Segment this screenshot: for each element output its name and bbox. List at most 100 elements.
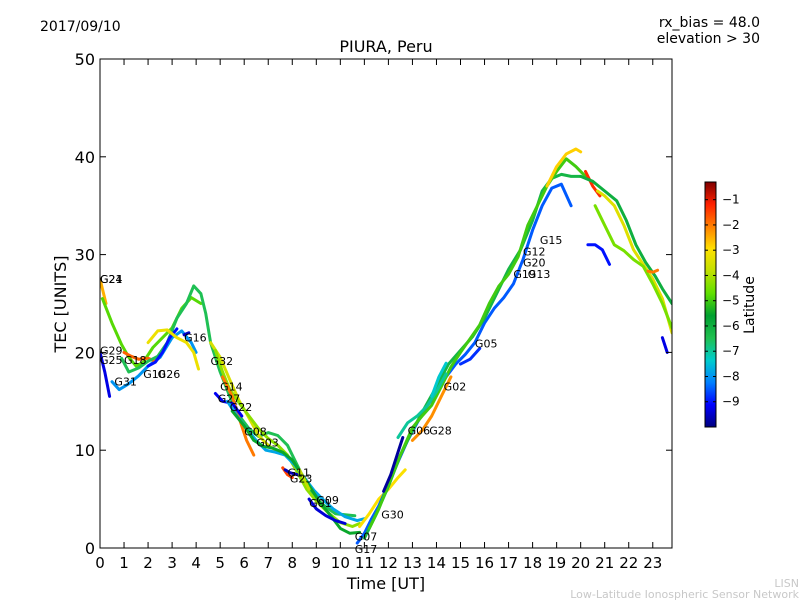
- satellite-label-g31: G31: [114, 376, 137, 389]
- satellite-label-g06: G06: [408, 425, 431, 438]
- elevation-label: elevation > 30: [657, 31, 760, 47]
- x-tick-label: 22: [619, 554, 638, 572]
- x-tick-label: 1: [119, 554, 129, 572]
- satellite-label-g30: G30: [381, 509, 404, 522]
- x-tick-label: 14: [427, 554, 446, 572]
- y-axis-label: TEC [UNITS]: [51, 256, 70, 354]
- tec-series-10: [213, 348, 362, 528]
- colorbar-tick-label: −1: [722, 193, 740, 207]
- satellite-label-g28: G28: [429, 425, 452, 438]
- satellite-label-g13: G13: [528, 268, 551, 281]
- tec-series-34: [646, 268, 660, 274]
- tec-series-17: [298, 468, 311, 491]
- satellite-label-g26: G26: [158, 368, 181, 381]
- tec-series-14: [230, 409, 362, 535]
- satellite-label-g18: G18: [124, 354, 147, 367]
- chart-title: PIURA, Peru: [339, 37, 432, 56]
- satellite-label-g05: G05: [475, 338, 498, 351]
- colorbar: [704, 181, 717, 428]
- x-tick-label: 9: [312, 554, 322, 572]
- satellite-label-g21: G21: [100, 273, 123, 286]
- plot-frame: [99, 58, 673, 549]
- satellite-label-g27: G27: [218, 392, 241, 405]
- tec-series-35: [660, 336, 669, 354]
- x-tick-label: 21: [595, 554, 614, 572]
- x-tick-label: 8: [287, 554, 297, 572]
- tec-series-0: [100, 277, 108, 305]
- x-tick-label: 19: [547, 554, 566, 572]
- colorbar-tick-label: −4: [722, 268, 740, 282]
- date-label: 2017/09/10: [40, 19, 121, 35]
- x-tick-label: 10: [331, 554, 350, 572]
- tec-series-26: [430, 361, 448, 398]
- y-tick-label: 40: [75, 148, 95, 167]
- x-tick-label: 5: [215, 554, 225, 572]
- x-tick-label: 4: [191, 554, 201, 572]
- tec-series-24: [396, 372, 448, 439]
- colorbar-tick-label: −7: [722, 344, 740, 358]
- x-axis-ticks: 0 1 2 3 4 5 6 7 8 9 10 11 12 13 14 15 16 17 18 19 20 21 22 23: [95, 59, 662, 572]
- tec-series-31: [596, 189, 672, 335]
- satellite-label-g02: G02: [444, 381, 467, 394]
- satellite-label-g07: G07: [355, 530, 378, 543]
- x-tick-label: 16: [475, 554, 494, 572]
- y-tick-label: 50: [75, 50, 95, 69]
- satellite-label-g11: G11: [287, 467, 310, 480]
- colorbar-label: Latitude: [742, 276, 758, 334]
- colorbar-tick-label: −3: [722, 243, 740, 257]
- x-tick-label: 18: [523, 554, 542, 572]
- x-tick-label: 13: [403, 554, 422, 572]
- colorbar-tick-label: −6: [722, 319, 740, 333]
- satellite-label-g22: G22: [230, 401, 253, 414]
- footer-lisn: LISN: [774, 577, 799, 590]
- y-tick-label: 20: [75, 343, 95, 362]
- satellite-label-g25: G25: [100, 354, 123, 367]
- y-tick-label: 30: [75, 246, 95, 265]
- tec-series-25: [410, 375, 453, 442]
- satellite-label-g01: G01: [309, 497, 332, 510]
- rx-bias-label: rx_bias = 48.0: [659, 15, 760, 31]
- satellite-label-g20: G20: [523, 256, 546, 269]
- tec-series-16: [283, 468, 299, 477]
- y-axis-ticks: 0 10 20 30 40 50: [75, 50, 672, 558]
- satellite-label-g16: G16: [184, 332, 207, 345]
- satellite-label-g19: G19: [513, 268, 536, 281]
- satellite-label-g23: G23: [290, 473, 313, 486]
- colorbar-ticks: −1 −2 −3 −4 −5 −6 −7 −8 −9: [705, 193, 740, 409]
- y-tick-label: 10: [75, 441, 95, 460]
- colorbar-tick-label: −9: [722, 395, 740, 409]
- x-tick-label: 12: [379, 554, 398, 572]
- satellite-label-g17: G17: [355, 543, 378, 556]
- x-axis-label: Time [UT]: [346, 574, 425, 593]
- satellite-label-g32: G32: [211, 355, 234, 368]
- tec-series-7: [146, 328, 200, 371]
- plot-data-layer: [100, 147, 672, 545]
- x-tick-label: 20: [571, 554, 590, 572]
- tec-series-2: [100, 350, 112, 398]
- x-tick-label: 11: [355, 554, 374, 572]
- x-tick-label: 0: [95, 554, 105, 572]
- tec-series-33: [593, 204, 672, 330]
- tec-series-8: [182, 331, 191, 337]
- tec-series-28: [545, 147, 583, 188]
- tec-series-18: [307, 497, 347, 525]
- x-tick-label: 23: [643, 554, 662, 572]
- satellite-label-g29: G29: [100, 344, 123, 357]
- y-tick-label: 0: [85, 539, 95, 558]
- colorbar-tick-label: −2: [722, 218, 740, 232]
- tec-series-32: [579, 174, 672, 305]
- satellite-label-g24: G24: [100, 273, 123, 286]
- satellite-label-g14: G14: [220, 381, 243, 394]
- x-tick-label: 7: [263, 554, 273, 572]
- tec-series-27: [459, 347, 482, 366]
- satellite-label-g08: G08: [244, 426, 267, 439]
- x-tick-label: 3: [167, 554, 177, 572]
- colorbar-tick-label: −5: [722, 294, 740, 308]
- x-tick-label: 17: [499, 554, 518, 572]
- satellite-label-g10: G10: [143, 368, 166, 381]
- tec-series-29: [586, 243, 611, 266]
- satellite-label-g15: G15: [540, 234, 563, 247]
- x-tick-label: 15: [451, 554, 470, 572]
